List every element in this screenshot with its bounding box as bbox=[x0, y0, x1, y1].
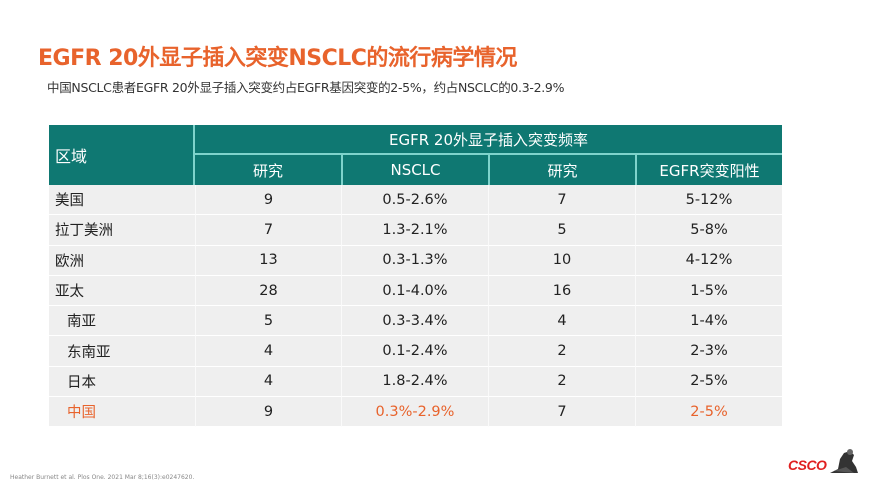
slide-title: EGFR 20外显子插入突变NSCLC的流行病学情况 bbox=[38, 46, 517, 71]
nsclc-cell: 0.3%-2.9% bbox=[341, 397, 488, 428]
nsclc-cell: 0.3-1.3% bbox=[341, 245, 488, 276]
studies-nsclc-cell: 9 bbox=[195, 185, 341, 216]
studies-nsclc-cell: 28 bbox=[195, 275, 341, 307]
egfr-positive-cell: 2-3% bbox=[635, 336, 783, 367]
nsclc-header: NSCLC bbox=[341, 155, 488, 185]
nsclc-cell: 0.3-3.4% bbox=[341, 306, 488, 337]
studies-egfr-cell: 5 bbox=[488, 215, 635, 246]
table-row: 日本 4 1.8-2.4% 2 2-5% bbox=[49, 366, 783, 398]
egfr-positive-cell: 1-4% bbox=[635, 306, 783, 337]
studies-egfr-cell: 2 bbox=[488, 336, 635, 367]
nsclc-cell: 0.1-2.4% bbox=[341, 336, 488, 367]
studies-egfr-header: 研究 bbox=[488, 155, 635, 185]
region-cell: 欧洲 bbox=[49, 245, 195, 276]
citation: Heather Burnett et al. Plos One. 2021 Ma… bbox=[10, 474, 195, 481]
table-row: 欧洲 13 0.3-1.3% 10 4-12% bbox=[49, 245, 783, 276]
region-cell: 中国 bbox=[49, 397, 195, 428]
lion-figure-icon bbox=[830, 449, 858, 473]
region-cell: 拉丁美洲 bbox=[49, 215, 195, 246]
studies-nsclc-cell: 9 bbox=[195, 397, 341, 428]
studies-nsclc-cell: 13 bbox=[195, 245, 341, 276]
egfr-positive-cell: 5-8% bbox=[635, 215, 783, 246]
egfr-positive-header: EGFR突变阳性 bbox=[635, 155, 783, 185]
studies-nsclc-cell: 4 bbox=[195, 336, 341, 367]
frequency-group-header: EGFR 20外显子插入突变频率 bbox=[195, 125, 783, 155]
region-column-header: 区域 bbox=[49, 125, 195, 185]
frequency-table: 区域 EGFR 20外显子插入突变频率 研究 NSCLC 研究 EGFR突变阳性… bbox=[49, 125, 783, 428]
egfr-positive-cell: 4-12% bbox=[635, 245, 783, 276]
studies-egfr-cell: 16 bbox=[488, 275, 635, 307]
studies-egfr-cell: 4 bbox=[488, 306, 635, 337]
studies-egfr-cell: 10 bbox=[488, 245, 635, 276]
egfr-positive-cell: 5-12% bbox=[635, 185, 783, 216]
egfr-positive-cell: 2-5% bbox=[635, 397, 783, 428]
nsclc-cell: 1.3-2.1% bbox=[341, 215, 488, 246]
table-row: 美国 9 0.5-2.6% 7 5-12% bbox=[49, 185, 783, 216]
nsclc-cell: 1.8-2.4% bbox=[341, 366, 488, 398]
region-cell: 南亚 bbox=[49, 306, 195, 337]
table-row: 拉丁美洲 7 1.3-2.1% 5 5-8% bbox=[49, 215, 783, 246]
egfr-positive-cell: 1-5% bbox=[635, 275, 783, 307]
nsclc-cell: 0.1-4.0% bbox=[341, 275, 488, 307]
slide-subtitle: 中国NSCLC患者EGFR 20外显子插入突变约占EGFR基因突变的2-5%，约… bbox=[47, 80, 565, 95]
studies-egfr-cell: 2 bbox=[488, 366, 635, 398]
studies-nsclc-header: 研究 bbox=[195, 155, 341, 185]
studies-nsclc-cell: 4 bbox=[195, 366, 341, 398]
logo-text: CSCO bbox=[788, 457, 827, 473]
table-row: 南亚 5 0.3-3.4% 4 1-4% bbox=[49, 306, 783, 337]
region-cell: 亚太 bbox=[49, 275, 195, 307]
csco-logo: CSCO bbox=[782, 447, 862, 477]
egfr-positive-cell: 2-5% bbox=[635, 366, 783, 398]
studies-nsclc-cell: 7 bbox=[195, 215, 341, 246]
region-cell: 日本 bbox=[49, 366, 195, 398]
studies-egfr-cell: 7 bbox=[488, 185, 635, 216]
studies-nsclc-cell: 5 bbox=[195, 306, 341, 337]
nsclc-cell: 0.5-2.6% bbox=[341, 185, 488, 216]
studies-egfr-cell: 7 bbox=[488, 397, 635, 428]
region-cell: 美国 bbox=[49, 185, 195, 216]
region-cell: 东南亚 bbox=[49, 336, 195, 367]
table-row-highlighted: 中国 9 0.3%-2.9% 7 2-5% bbox=[49, 397, 783, 428]
table-row: 东南亚 4 0.1-2.4% 2 2-3% bbox=[49, 336, 783, 367]
table-row: 亚太 28 0.1-4.0% 16 1-5% bbox=[49, 275, 783, 307]
